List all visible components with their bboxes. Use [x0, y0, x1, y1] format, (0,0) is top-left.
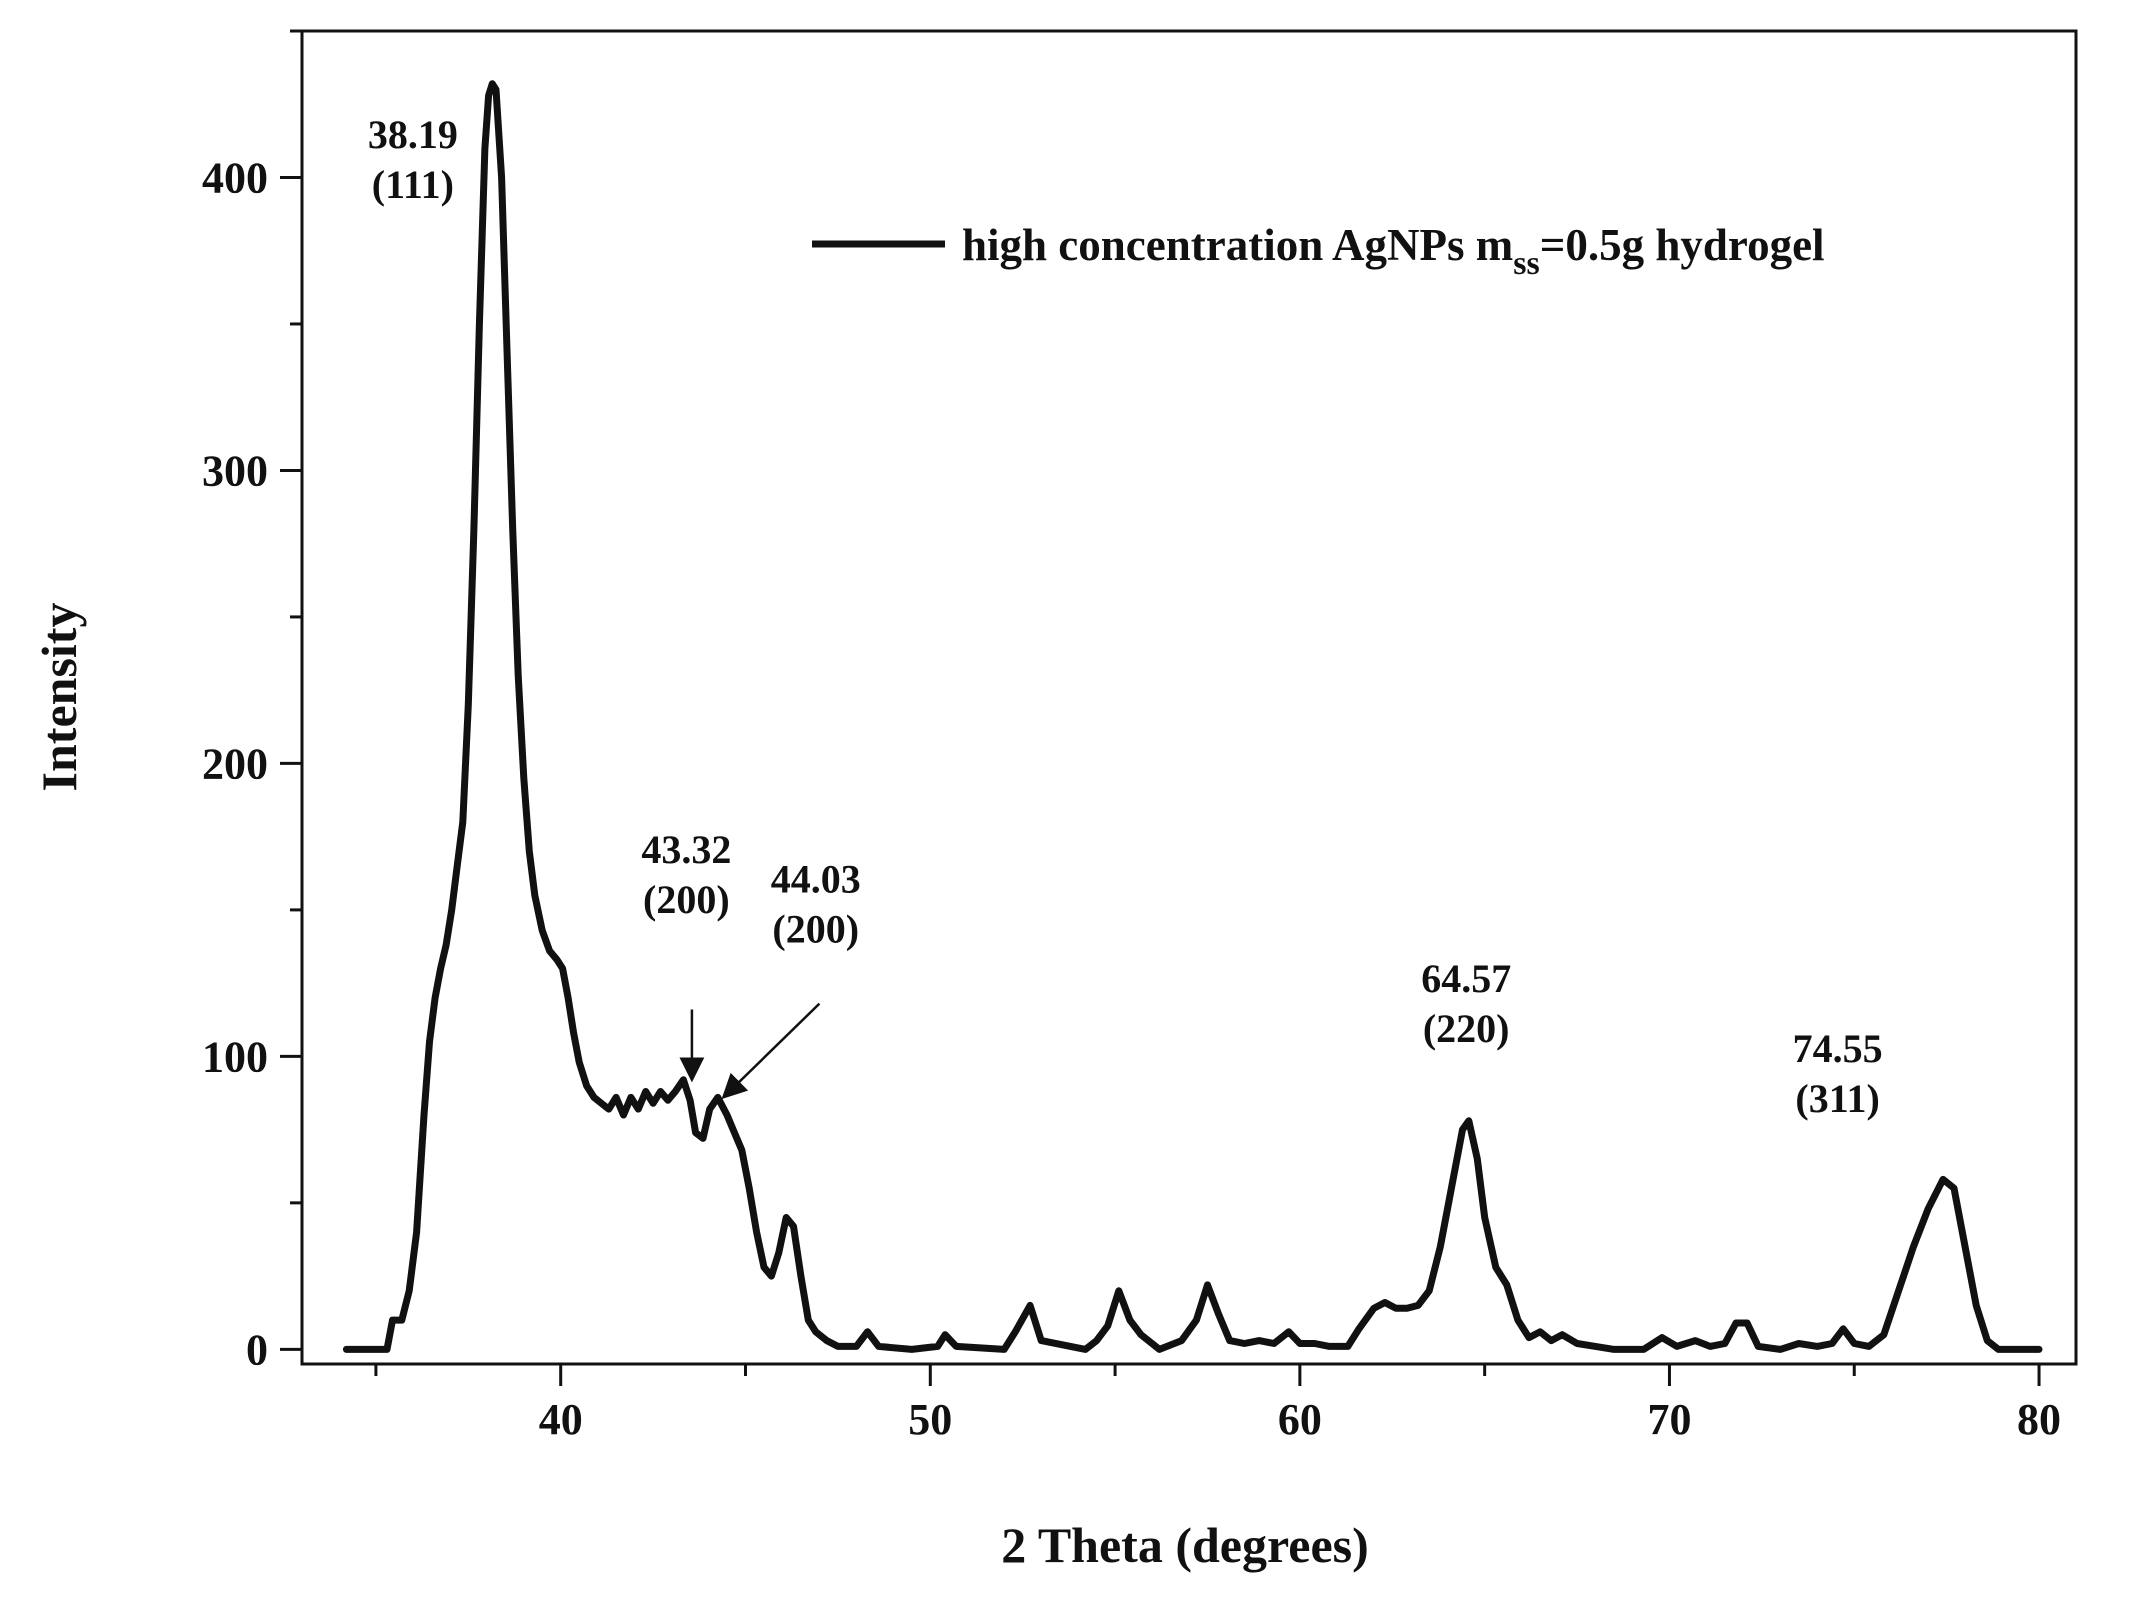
peak-position-label: 64.57	[1421, 956, 1511, 1001]
peak-position-label: 43.32	[641, 827, 731, 872]
y-axis-ticks: 0 100 200 300 400	[202, 29, 302, 1374]
y-tick-label: 300	[202, 446, 268, 495]
annotation-peak-44-03: 44.03 (200)	[721, 856, 861, 1100]
plot-frame	[300, 29, 2078, 1366]
peak-annotations: 38.19 (111) 43.32 (200) 44.03 (200) 64.57 (220)…	[368, 112, 1883, 1121]
peak-plane-label: (220)	[1423, 1006, 1510, 1051]
peak-position-label: 74.55	[1793, 1026, 1883, 1071]
peak-position-label: 38.19	[368, 112, 458, 157]
y-tick-label: 0	[246, 1325, 268, 1374]
y-tick-label: 400	[202, 153, 268, 202]
data-series-line	[342, 80, 2043, 1353]
x-tick-label: 70	[1647, 1395, 1691, 1444]
y-tick-label: 100	[202, 1032, 268, 1081]
y-tick-label: 200	[202, 739, 268, 788]
peak-plane-label: (311)	[1795, 1076, 1879, 1121]
annotation-peak-64-57: 64.57 (220)	[1421, 956, 1511, 1051]
x-tick-label: 50	[908, 1395, 952, 1444]
annotation-peak-74-55: 74.55 (311)	[1793, 1026, 1883, 1121]
legend-text: high concentration AgNPs mss=0.5g hydrog…	[962, 220, 1825, 282]
y-axis-title: Intensity	[31, 603, 87, 792]
peak-position-label: 44.03	[771, 856, 861, 901]
x-tick-label: 80	[2017, 1395, 2061, 1444]
x-axis-ticks: 40 50 60 70 80	[374, 1364, 2061, 1444]
peak-plane-label: (200)	[643, 877, 730, 922]
annotation-peak-38-19: 38.19 (111)	[368, 112, 458, 207]
annotation-peak-43-32: 43.32 (200)	[641, 827, 731, 1083]
x-tick-label: 60	[1278, 1395, 1322, 1444]
peak-plane-label: (200)	[772, 906, 859, 951]
x-tick-label: 40	[539, 1395, 583, 1444]
peak-plane-label: (111)	[372, 162, 454, 207]
x-axis-title: 2 Theta (degrees)	[1001, 1517, 1369, 1573]
legend-subscript: ss	[1513, 245, 1539, 282]
legend-prefix: high concentration AgNPs m	[962, 220, 1513, 270]
legend-suffix: =0.5g hydrogel	[1540, 220, 1825, 270]
legend: high concentration AgNPs mss=0.5g hydrog…	[812, 220, 1825, 282]
peak-arrow	[721, 1002, 821, 1100]
